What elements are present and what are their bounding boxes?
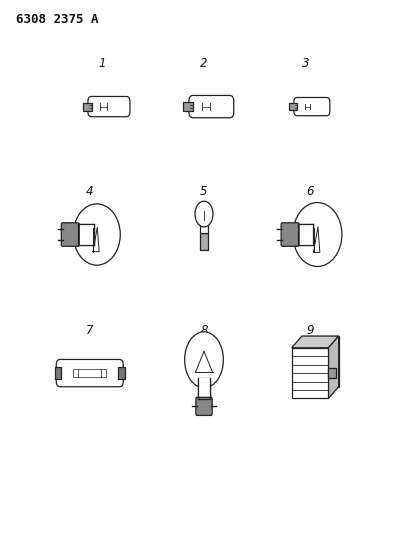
Text: 4: 4 (86, 185, 93, 198)
Ellipse shape (293, 203, 342, 266)
FancyBboxPatch shape (88, 96, 130, 117)
FancyBboxPatch shape (61, 223, 79, 246)
FancyBboxPatch shape (189, 95, 234, 118)
Bar (55, 367, 62, 379)
Text: 1: 1 (98, 58, 106, 70)
Ellipse shape (184, 332, 224, 388)
Ellipse shape (73, 204, 120, 265)
Polygon shape (302, 336, 339, 387)
Bar (289, 103, 297, 110)
Text: 6308 2375 A: 6308 2375 A (16, 13, 99, 26)
Text: 5: 5 (200, 185, 208, 198)
Bar (73, 369, 106, 377)
Polygon shape (292, 348, 328, 399)
FancyBboxPatch shape (196, 397, 212, 415)
Bar (198, 377, 210, 399)
Text: 6: 6 (306, 185, 314, 198)
Bar (118, 367, 125, 379)
Text: 9: 9 (306, 324, 314, 337)
FancyBboxPatch shape (294, 98, 330, 116)
Bar (200, 221, 208, 233)
Bar (183, 102, 193, 111)
Bar (328, 368, 336, 378)
FancyBboxPatch shape (56, 359, 123, 387)
FancyBboxPatch shape (281, 223, 299, 246)
Text: 2: 2 (200, 58, 208, 70)
Bar (78, 224, 93, 245)
Ellipse shape (195, 201, 213, 227)
Polygon shape (292, 336, 339, 348)
Text: 3: 3 (302, 58, 310, 70)
Text: 7: 7 (86, 324, 93, 337)
Bar (200, 233, 208, 250)
Bar (198, 377, 210, 399)
Bar (78, 224, 93, 245)
Polygon shape (328, 336, 339, 399)
Bar (298, 224, 313, 245)
Bar (82, 102, 91, 110)
Bar (298, 224, 313, 245)
Text: 8: 8 (200, 324, 208, 337)
